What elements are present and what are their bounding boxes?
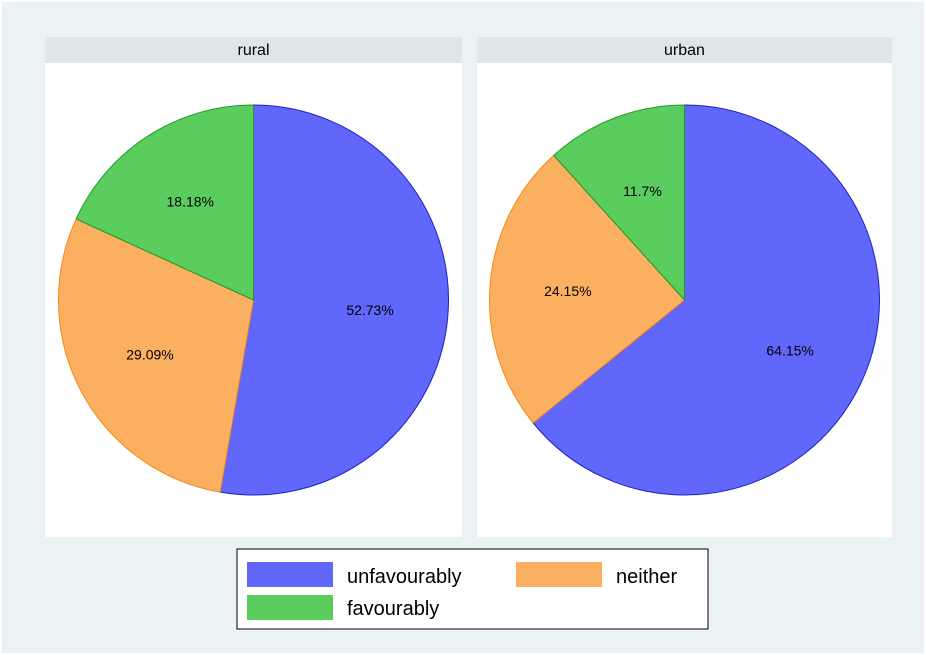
panel-rural: rural 52.73% 29.09% 18.18% [45,37,462,537]
strip-label-urban: urban [664,42,705,59]
legend-swatch-unfavourably [247,562,333,587]
pie-urban: 64.15% 24.15% 11.7% [489,104,880,496]
pie-slice-unfavourably [532,104,880,496]
legend-swatch-neither [516,562,602,587]
strip-label-rural: rural [237,42,269,59]
legend-swatch-favourably [247,595,333,620]
slice-label-favourably: 18.18% [167,194,214,210]
slice-label-unfavourably: 64.15% [766,342,813,358]
slice-label-neither: 24.15% [544,283,591,299]
legend-label-favourably: favourably [347,598,439,620]
slice-label-unfavourably: 52.73% [346,302,393,318]
slice-label-favourably: 11.7% [623,183,662,199]
pie-slice-unfavourably [219,104,449,496]
legend-label-neither: neither [616,566,677,588]
slice-label-neither: 29.09% [126,347,173,363]
pie-rural: 52.73% 29.09% 18.18% [58,104,449,496]
legend-label-unfavourably: unfavourably [347,566,462,588]
pie-slice-neither [58,218,255,493]
pie-slice-neither [489,154,686,424]
legend: unfavourably neither favourably [236,548,709,630]
pie-slice-favourably [553,104,685,302]
pie-slice-favourably [75,104,254,301]
panel-urban: urban 64.15% 24.15% 11.7% [477,37,892,537]
strip-rural [45,37,462,63]
strip-urban [477,37,892,63]
